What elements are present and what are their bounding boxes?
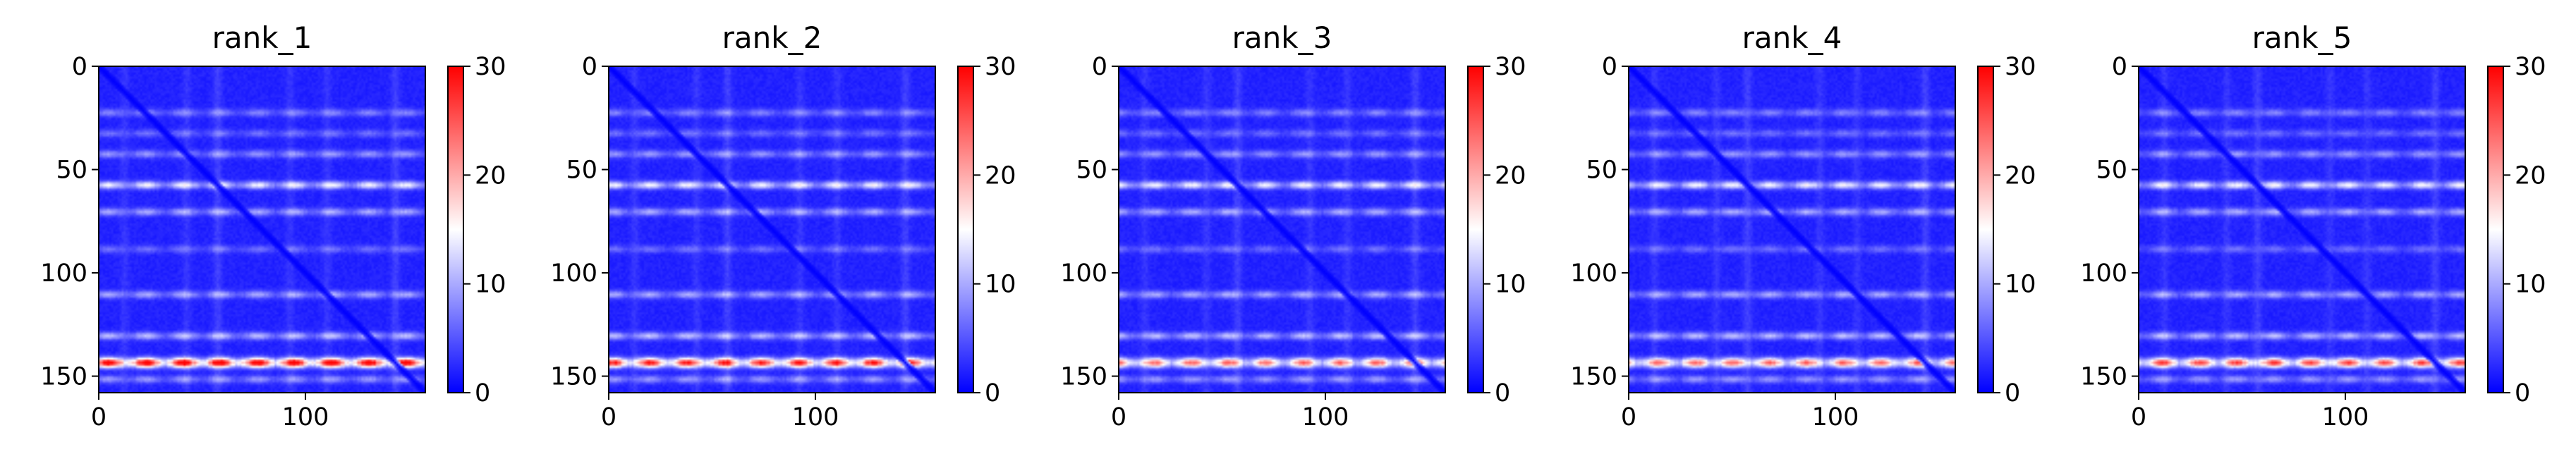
- chart-title: rank_3: [1232, 20, 1332, 55]
- colorbar-tick-label: 0: [1495, 379, 1510, 407]
- chart-title: rank_1: [212, 20, 312, 55]
- colorbar-tick-label: 20: [2005, 161, 2036, 190]
- y-tick-label: 150: [550, 363, 597, 391]
- y-tick-label: 100: [40, 259, 87, 288]
- heatmap-image: [2139, 66, 2465, 393]
- heatmap-image: [1629, 66, 1955, 393]
- colorbar-tick-label: 10: [985, 271, 1016, 299]
- colorbar-tick-label: 0: [985, 379, 1000, 407]
- chart-title: rank_5: [2252, 20, 2352, 55]
- y-tick-label: 150: [2080, 363, 2127, 391]
- colorbar-tick-label: 30: [2515, 53, 2546, 81]
- y-tick-label: 150: [1060, 363, 1107, 391]
- colorbar: [2487, 66, 2504, 393]
- x-tick-label: 0: [1111, 403, 1126, 431]
- y-tick-label: 0: [72, 53, 87, 81]
- heatmap-image: [1119, 66, 1445, 393]
- colorbar: [1977, 66, 1994, 393]
- heatmap-image: [609, 66, 935, 393]
- chart-title: rank_2: [722, 20, 822, 55]
- colorbar-tick-label: 20: [2515, 161, 2546, 190]
- plot-frame: [1628, 66, 1956, 393]
- plot-frame: [98, 66, 426, 393]
- y-tick-label: 100: [1570, 259, 1617, 288]
- plot-frame: [1118, 66, 1446, 393]
- colorbar: [1467, 66, 1484, 393]
- y-tick-label: 50: [1076, 157, 1107, 185]
- x-tick-label: 100: [2322, 403, 2369, 431]
- x-tick-label: 0: [1621, 403, 1636, 431]
- colorbar-tick-label: 10: [475, 271, 506, 299]
- colorbar-tick-label: 20: [985, 161, 1016, 190]
- y-tick-label: 100: [2080, 259, 2127, 288]
- colorbar-tick-label: 10: [2005, 271, 2036, 299]
- colorbar-tick-label: 30: [2005, 53, 2036, 81]
- y-tick-label: 0: [1092, 53, 1107, 81]
- y-tick-label: 50: [56, 157, 87, 185]
- colorbar-tick-label: 30: [1495, 53, 1526, 81]
- colorbar-tick-label: 0: [2515, 379, 2530, 407]
- x-tick-label: 100: [282, 403, 329, 431]
- chart-title: rank_4: [1742, 20, 1842, 55]
- y-tick-label: 0: [582, 53, 597, 81]
- colorbar-tick-label: 20: [1495, 161, 1526, 190]
- y-tick-label: 50: [2096, 157, 2127, 185]
- x-tick-label: 0: [2131, 403, 2146, 431]
- heatmap-image: [99, 66, 425, 393]
- colorbar-tick-label: 0: [475, 379, 490, 407]
- y-tick-label: 50: [566, 157, 597, 185]
- y-tick-label: 150: [1570, 363, 1617, 391]
- colorbar: [957, 66, 974, 393]
- plot-frame: [608, 66, 936, 393]
- y-tick-label: 100: [1060, 259, 1107, 288]
- x-tick-label: 100: [792, 403, 839, 431]
- y-tick-label: 0: [1602, 53, 1617, 81]
- x-tick-label: 100: [1302, 403, 1349, 431]
- y-tick-label: 50: [1586, 157, 1617, 185]
- colorbar-tick-label: 0: [2005, 379, 2020, 407]
- colorbar-tick-label: 10: [2515, 271, 2546, 299]
- x-tick-label: 100: [1812, 403, 1859, 431]
- y-tick-label: 100: [550, 259, 597, 288]
- y-tick-label: 150: [40, 363, 87, 391]
- y-tick-label: 0: [2112, 53, 2127, 81]
- colorbar-tick-label: 10: [1495, 271, 1526, 299]
- colorbar-tick-label: 20: [475, 161, 506, 190]
- colorbar-tick-label: 30: [475, 53, 506, 81]
- plot-frame: [2138, 66, 2466, 393]
- colorbar-tick-label: 30: [985, 53, 1016, 81]
- colorbar: [447, 66, 464, 393]
- x-tick-label: 0: [601, 403, 616, 431]
- x-tick-label: 0: [91, 403, 107, 431]
